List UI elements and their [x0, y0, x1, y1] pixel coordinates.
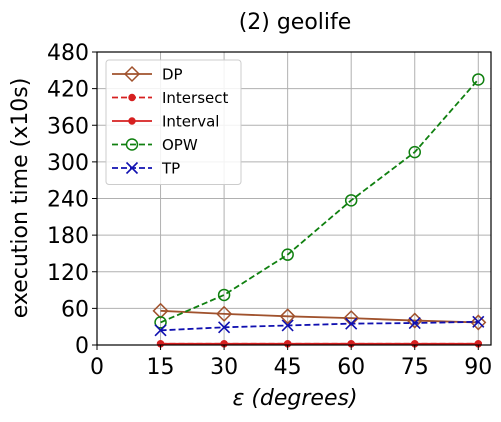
series-opw	[154, 73, 485, 329]
y-axis-label: execution time (x10s)	[8, 78, 33, 319]
data-point	[154, 324, 167, 337]
x-tick-label: 0	[90, 355, 104, 380]
data-point	[218, 321, 231, 334]
y-tick-label: 480	[47, 41, 89, 66]
data-point	[343, 310, 360, 327]
data-point	[152, 302, 169, 319]
legend-item: OPW	[112, 136, 198, 154]
y-axis: 0 60 120 180 240 300 360 420 480	[47, 41, 97, 359]
data-point	[472, 73, 485, 86]
legend-item: DP	[112, 66, 183, 84]
data-point	[408, 316, 421, 330]
legend-marker	[125, 138, 139, 151]
legend-label: TP	[161, 160, 180, 178]
y-tick-label: 180	[47, 224, 89, 249]
x-axis-symbol: ε	[232, 386, 244, 411]
legend-marker	[128, 93, 136, 102]
legend-item: TP	[112, 160, 180, 178]
data-point	[281, 319, 294, 332]
x-tick-label: 90	[464, 355, 492, 380]
legend-box	[105, 59, 242, 185]
data-point	[472, 315, 485, 328]
legend-label: OPW	[162, 136, 198, 154]
data-point	[154, 316, 167, 329]
data-point	[345, 317, 358, 330]
y-tick-label: 360	[47, 114, 89, 139]
series-layer	[152, 73, 487, 348]
data-point	[470, 314, 487, 331]
y-tick-label: 0	[75, 334, 89, 359]
series-interval	[156, 340, 482, 348]
y-tick-label: 120	[47, 261, 89, 286]
legend-item: Intersect	[112, 89, 228, 107]
legend-marker	[125, 161, 139, 175]
legend-item: Interval	[112, 113, 219, 131]
data-point	[408, 145, 421, 159]
chart-title: (2) geolife	[239, 10, 352, 35]
data-point	[216, 305, 233, 322]
data-point	[279, 308, 296, 325]
legend-label: Intersect	[162, 89, 228, 107]
x-tick-label: 60	[337, 355, 365, 380]
x-tick-label: 15	[147, 355, 175, 380]
data-point	[344, 194, 358, 207]
legend-label: Interval	[162, 113, 219, 131]
x-tick-label: 30	[210, 355, 238, 380]
legend: DP Intersect Interval OPW TP	[105, 59, 242, 185]
x-axis: 0 15 30 45 60 75 90	[90, 345, 492, 380]
grid	[96, 51, 491, 346]
x-tick-label: 75	[401, 355, 429, 380]
series-dp	[152, 302, 487, 331]
x-axis-label: ε (degrees)	[232, 386, 357, 411]
data-point	[217, 288, 231, 302]
y-tick-label: 300	[47, 151, 89, 176]
series-line	[160, 320, 479, 332]
series-tp	[154, 315, 485, 337]
legend-marker	[123, 65, 141, 83]
series-line	[160, 309, 479, 324]
y-tick-label: 60	[61, 297, 89, 322]
data-point	[281, 248, 294, 261]
x-axis-unit: (degrees)	[251, 386, 357, 411]
x-tick-label: 45	[274, 355, 302, 380]
y-tick-label: 240	[47, 188, 89, 213]
legend-marker	[128, 117, 136, 125]
series-line	[160, 78, 479, 324]
y-tick-label: 420	[47, 78, 89, 103]
legend-label: DP	[162, 66, 183, 84]
